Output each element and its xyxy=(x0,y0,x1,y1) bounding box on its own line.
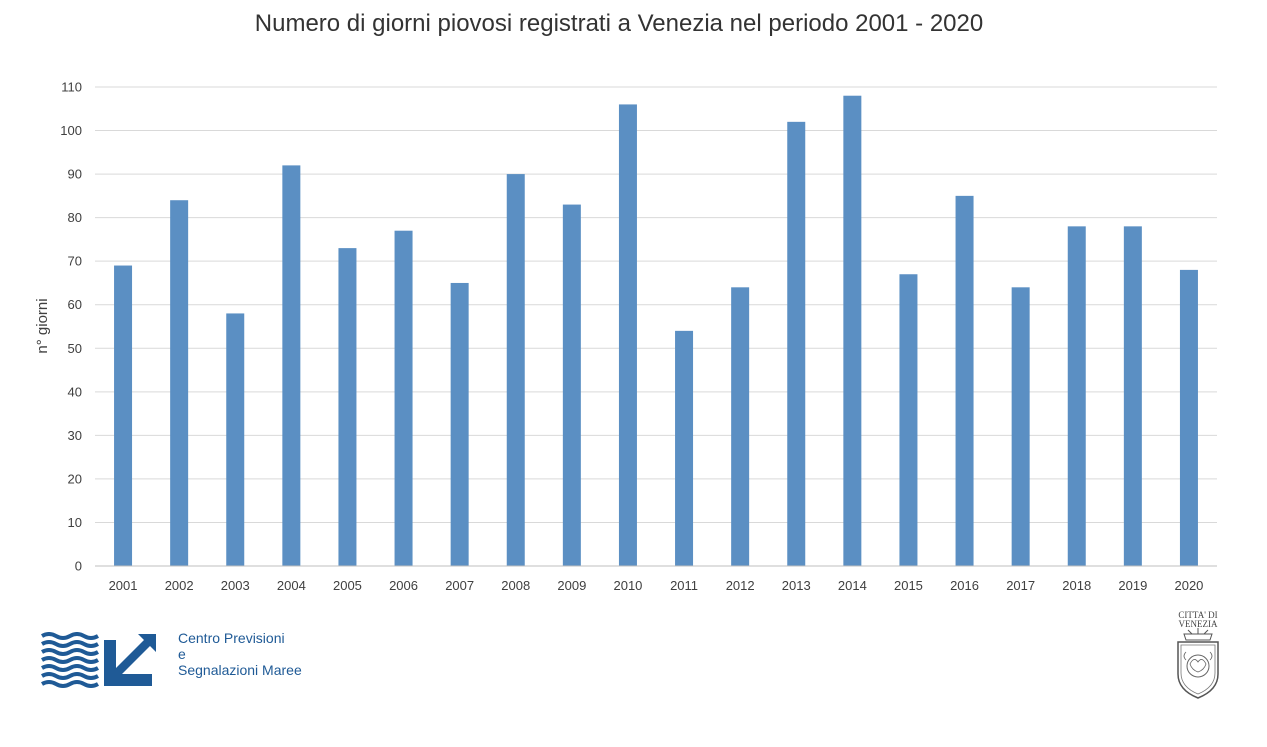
logo-line-3: Segnalazioni Maree xyxy=(178,662,302,678)
bar-2019 xyxy=(1123,226,1142,566)
seal-line-2: VENEZIA xyxy=(1179,619,1218,629)
gridlines xyxy=(95,86,1217,523)
x-tick-label: 2009 xyxy=(557,578,586,593)
x-tick-label: 2003 xyxy=(221,578,250,593)
bar-2018 xyxy=(1067,226,1086,566)
y-tick-label: 110 xyxy=(61,80,82,95)
x-tick-label: 2001 xyxy=(109,578,138,593)
bar-2014 xyxy=(843,95,862,566)
x-tick-label: 2011 xyxy=(670,578,698,593)
bar-2002 xyxy=(170,200,189,566)
bar-2016 xyxy=(955,195,974,566)
x-tick-label: 2020 xyxy=(1174,578,1203,593)
y-axis-label: n° giorni xyxy=(34,298,51,353)
y-tick-label: 60 xyxy=(68,297,82,312)
bar-2003 xyxy=(226,313,245,566)
x-tick-label: 2006 xyxy=(389,578,418,593)
y-tick-label: 100 xyxy=(60,123,82,138)
logo-line-2: e xyxy=(178,646,186,662)
x-tick-label: 2004 xyxy=(277,578,306,593)
x-tick-label: 2014 xyxy=(838,578,867,593)
x-tick-label: 2015 xyxy=(894,578,923,593)
bar-2015 xyxy=(899,274,918,566)
y-tick-label: 30 xyxy=(68,428,82,443)
bar-2011 xyxy=(675,330,694,566)
x-tick-label: 2005 xyxy=(333,578,362,593)
y-tick-label: 70 xyxy=(68,254,82,269)
y-tick-label: 20 xyxy=(68,471,82,486)
seal-line-1: CITTA' DI xyxy=(1178,610,1217,620)
bar-2005 xyxy=(338,248,357,567)
bar-2007 xyxy=(450,282,469,566)
x-tick-label: 2012 xyxy=(726,578,755,593)
chart-title: Numero di giorni piovosi registrati a Ve… xyxy=(255,10,983,37)
bar-2009 xyxy=(562,204,581,566)
x-tick-label: 2010 xyxy=(613,578,642,593)
cpsm-logo-icon xyxy=(41,632,156,688)
y-tick-label: 80 xyxy=(68,210,82,225)
y-tick-label: 40 xyxy=(68,384,82,399)
y-tick-label: 0 xyxy=(75,559,82,574)
x-tick-label: 2008 xyxy=(501,578,530,593)
bar-2010 xyxy=(618,104,637,566)
x-tick-label: 2007 xyxy=(445,578,474,593)
x-tick-label: 2019 xyxy=(1118,578,1147,593)
bar-2006 xyxy=(394,230,413,566)
bar-2013 xyxy=(787,121,806,566)
cpsm-logo-text: Centro Previsioni e Segnalazioni Maree xyxy=(178,630,302,678)
bar-2001 xyxy=(114,265,133,566)
x-tick-labels: 2001 2002 2003 2004 2005 2006 2007 2008 2009 2010… xyxy=(109,578,1204,593)
x-tick-label: 2002 xyxy=(165,578,194,593)
x-tick-label: 2017 xyxy=(1006,578,1035,593)
y-tick-labels: 0 10 20 30 40 50 60 70 80 90 100 110 xyxy=(60,80,82,574)
bar-2004 xyxy=(282,165,301,566)
y-tick-label: 50 xyxy=(68,341,82,356)
y-tick-label: 10 xyxy=(68,515,82,530)
venezia-seal-icon: CITTA' DI VENEZIA xyxy=(1177,610,1219,699)
y-tick-label: 90 xyxy=(68,167,82,182)
bar-2017 xyxy=(1011,287,1030,566)
bar-2012 xyxy=(731,287,750,566)
x-tick-label: 2016 xyxy=(950,578,979,593)
x-tick-label: 2018 xyxy=(1062,578,1091,593)
logo-line-1: Centro Previsioni xyxy=(178,630,285,646)
bar-2008 xyxy=(506,174,525,566)
bar-2020 xyxy=(1179,269,1198,566)
x-tick-label: 2013 xyxy=(782,578,811,593)
bars xyxy=(114,95,1198,567)
